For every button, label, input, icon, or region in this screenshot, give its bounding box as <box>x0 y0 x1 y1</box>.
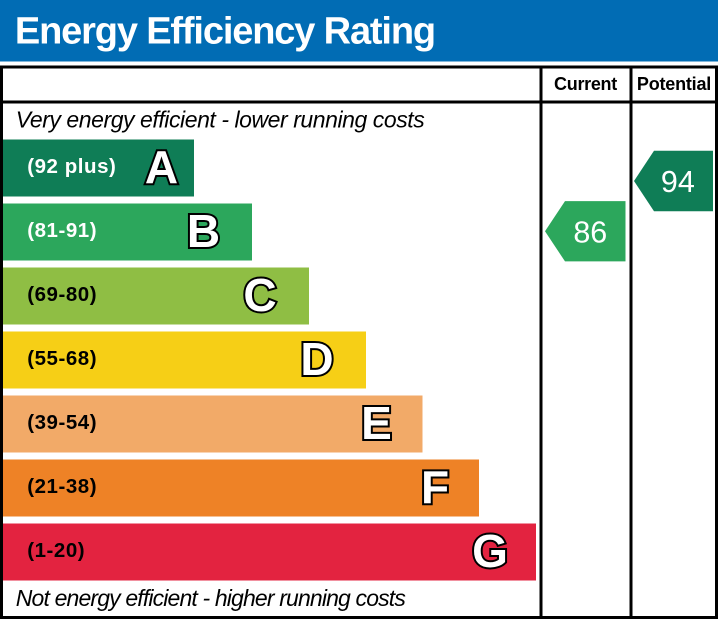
svg-text:(1-20): (1-20) <box>27 539 85 562</box>
svg-text:B: B <box>187 205 220 257</box>
svg-text:G: G <box>472 525 508 577</box>
svg-text:(69-80): (69-80) <box>27 283 97 306</box>
svg-text:86: 86 <box>573 215 607 249</box>
svg-text:E: E <box>361 397 392 449</box>
svg-text:F: F <box>421 461 449 513</box>
svg-text:Very energy efficient - lower: Very energy efficient - lower running co… <box>16 106 425 132</box>
svg-text:Current: Current <box>554 74 617 94</box>
svg-text:94: 94 <box>661 165 695 199</box>
svg-text:(21-38): (21-38) <box>27 475 97 498</box>
svg-text:(92 plus): (92 plus) <box>27 155 116 178</box>
svg-text:Not energy efficient - higher: Not energy efficient - higher running co… <box>16 585 407 611</box>
svg-text:D: D <box>300 333 333 385</box>
svg-text:C: C <box>243 269 276 321</box>
svg-text:(55-68): (55-68) <box>27 347 97 370</box>
svg-text:Energy Efficiency Rating: Energy Efficiency Rating <box>15 10 435 52</box>
svg-text:(81-91): (81-91) <box>27 219 97 242</box>
svg-text:A: A <box>145 141 178 193</box>
svg-text:(39-54): (39-54) <box>27 411 97 434</box>
svg-text:Potential: Potential <box>637 74 711 94</box>
